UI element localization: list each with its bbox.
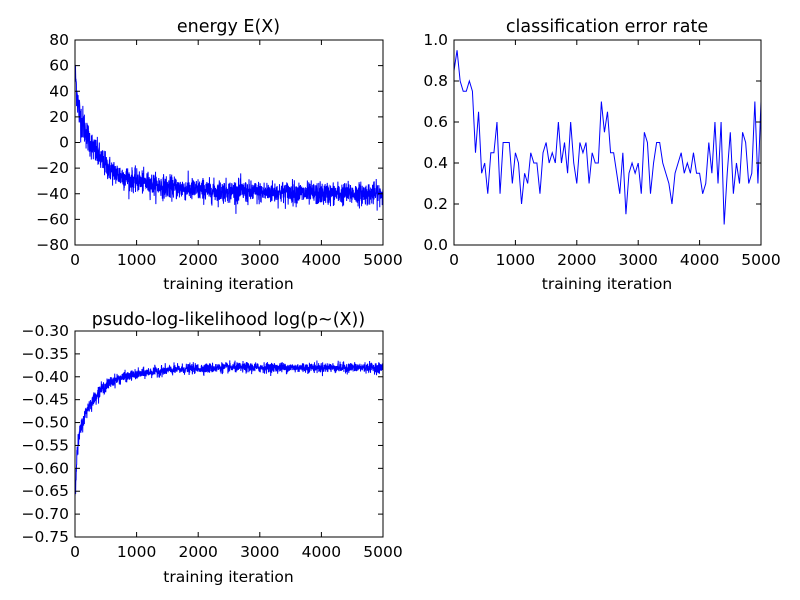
- error-xlabel: training iteration: [542, 275, 672, 293]
- likelihood-xtick-label: 1000: [117, 543, 156, 561]
- likelihood-ytick-label: −0.50: [22, 414, 70, 432]
- likelihood-frame: [74, 330, 384, 538]
- likelihood-ytick-label: −0.55: [22, 436, 70, 454]
- likelihood-ytick-label: −0.75: [22, 528, 70, 546]
- energy-xlabel: training iteration: [163, 275, 293, 293]
- energy-ytick-label: −60: [36, 210, 69, 228]
- error-series-line-0: [454, 50, 761, 225]
- likelihood-ytick-label: −0.65: [22, 482, 70, 500]
- likelihood-xtick-label: 5000: [363, 543, 402, 561]
- error-xtick-label: 4000: [680, 251, 719, 269]
- likelihood-plot-area: 0 1000 2000 3000 4000 5000 −0.75 −0.70 −0.65 −0.6…: [22, 322, 403, 561]
- error-xtick-label: 2000: [557, 251, 596, 269]
- error-title: classification error rate: [506, 17, 708, 37]
- likelihood-ytick-label: −0.60: [22, 459, 70, 477]
- likelihood-panel: psudo-log-likelihood log(p~(X)) 0 1000 200…: [22, 310, 403, 586]
- energy-ytick-label: 40: [49, 82, 69, 100]
- energy-panel: energy E(X) 0 1000 2000 3000 4000 5000 −80 −60 −…: [36, 17, 402, 293]
- error-frame: [453, 39, 762, 246]
- error-panel: classification error rate 0 1000 2000 3000 4…: [423, 17, 780, 293]
- error-xtick-label: 3000: [618, 251, 657, 269]
- energy-xtick-label: 5000: [363, 251, 402, 269]
- energy-xtick-label: 4000: [302, 251, 341, 269]
- energy-frame: [74, 39, 384, 246]
- energy-xtick-label: 3000: [240, 251, 279, 269]
- energy-ytick-label: −80: [36, 236, 69, 254]
- energy-title: energy E(X): [177, 17, 280, 37]
- error-ytick-label: 0.0: [423, 236, 448, 254]
- error-xtick-label: 5000: [741, 251, 780, 269]
- error-plot-area: 0 1000 2000 3000 4000 5000 0.0 0.2 0.4 0.6 0.8 1.0: [423, 31, 780, 269]
- likelihood-series-line-0: [75, 360, 383, 497]
- likelihood-xtick-label: 4000: [302, 543, 341, 561]
- error-ytick-label: 1.0: [423, 31, 448, 49]
- likelihood-ytick-label: −0.45: [22, 391, 70, 409]
- energy-ytick-label: 20: [49, 108, 69, 126]
- likelihood-xlabel: training iteration: [163, 568, 293, 586]
- energy-series-line-0: [75, 64, 383, 214]
- error-ytick-label: 0.2: [423, 195, 448, 213]
- likelihood-xtick-label: 0: [70, 543, 80, 561]
- energy-xtick-label: 1000: [117, 251, 156, 269]
- error-xtick-label: 0: [449, 251, 459, 269]
- error-ytick-label: 0.8: [423, 72, 448, 90]
- likelihood-title: psudo-log-likelihood log(p~(X)): [92, 310, 365, 330]
- likelihood-ytick-label: −0.40: [22, 368, 70, 386]
- likelihood-xtick-label: 2000: [178, 543, 217, 561]
- error-ytick-label: 0.6: [423, 113, 448, 131]
- likelihood-ytick-label: −0.35: [22, 345, 70, 363]
- energy-ytick-label: −40: [36, 185, 69, 203]
- likelihood-ytick-label: −0.30: [22, 322, 70, 340]
- energy-xtick-label: 0: [70, 251, 80, 269]
- error-ytick-label: 0.4: [423, 154, 448, 172]
- energy-ytick-label: 60: [49, 57, 69, 75]
- likelihood-xtick-label: 3000: [240, 543, 279, 561]
- likelihood-ytick-label: −0.70: [22, 505, 70, 523]
- energy-ytick-label: −20: [36, 159, 69, 177]
- error-xtick-label: 1000: [496, 251, 535, 269]
- energy-ytick-label: 80: [49, 31, 69, 49]
- energy-ytick-label: 0: [59, 134, 69, 152]
- energy-xtick-label: 2000: [178, 251, 217, 269]
- energy-plot-area: 0 1000 2000 3000 4000 5000 −80 −60 −40 −20 0 20 40 60…: [36, 31, 402, 269]
